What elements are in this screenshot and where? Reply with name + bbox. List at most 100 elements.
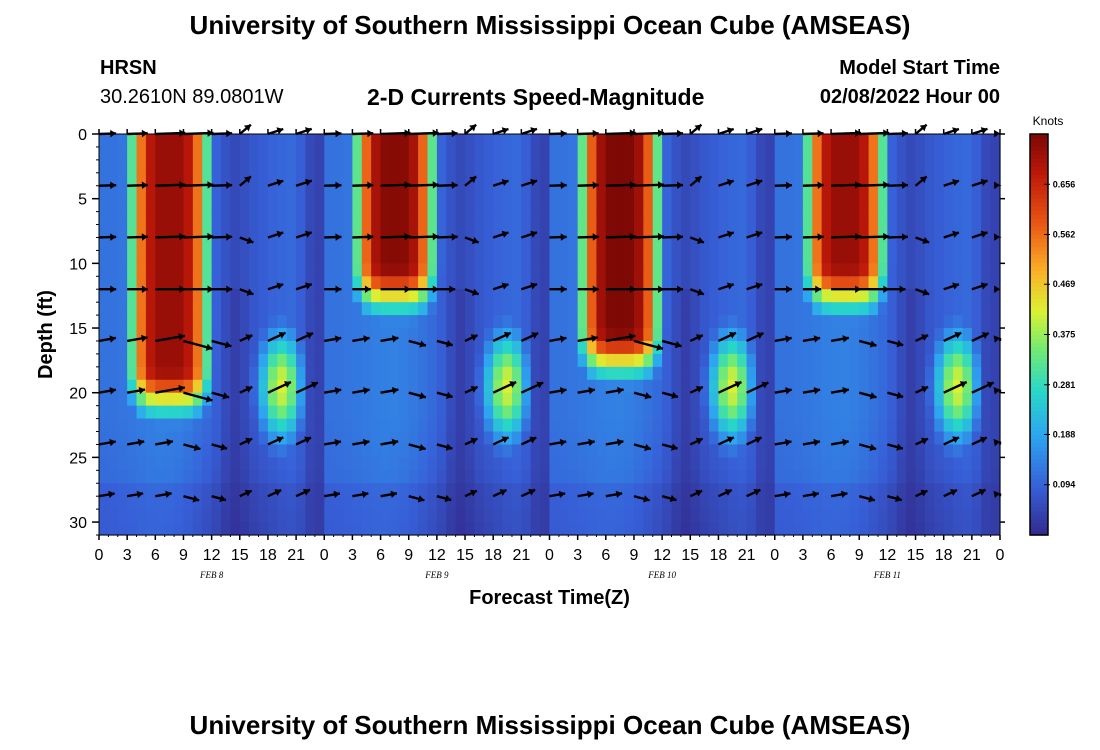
heatmap-cell — [511, 431, 522, 446]
heatmap-cell — [493, 522, 504, 536]
heatmap-cell — [192, 340, 203, 355]
heatmap-cell — [371, 315, 382, 329]
heatmap-cell — [953, 315, 964, 329]
heatmap-cell — [136, 379, 147, 394]
heatmap-cell — [859, 276, 870, 290]
heatmap-cell — [568, 289, 579, 303]
heatmap-cell — [192, 237, 203, 252]
heatmap-cell — [971, 315, 982, 329]
heatmap-cell — [343, 328, 354, 342]
heatmap-cell — [577, 159, 588, 174]
heatmap-cell — [465, 340, 476, 355]
heatmap-cell — [831, 470, 842, 484]
heatmap-cell — [530, 470, 541, 484]
heatmap-cell — [943, 431, 954, 446]
heatmap-cell — [755, 444, 766, 458]
heatmap-cell — [530, 315, 541, 329]
heatmap-cell — [192, 289, 203, 303]
heatmap-cell — [962, 353, 973, 368]
heatmap-cell — [671, 146, 682, 161]
colorbar-swatch — [1030, 414, 1048, 420]
heatmap-cell — [127, 328, 138, 342]
heatmap-cell — [427, 146, 438, 161]
heatmap-cell — [643, 185, 654, 200]
heatmap-cell — [436, 470, 447, 484]
heatmap-cell — [868, 340, 879, 355]
colorbar-swatch — [1030, 278, 1048, 283]
heatmap-cell — [549, 444, 560, 458]
heatmap-cell — [249, 353, 260, 368]
heatmap-cell — [549, 185, 560, 200]
heatmap-cell — [887, 328, 898, 342]
heatmap-cell — [361, 134, 372, 148]
heatmap-cell — [258, 250, 269, 264]
heatmap-cell — [530, 263, 541, 277]
heatmap-cell — [136, 237, 147, 252]
heatmap-cell — [971, 379, 982, 394]
heatmap-cell — [455, 134, 466, 148]
heatmap-cell — [230, 211, 241, 226]
heatmap-cell — [981, 159, 992, 174]
heatmap-cell — [568, 185, 579, 200]
heatmap-cell — [774, 263, 785, 277]
heatmap-cell — [990, 134, 1001, 148]
heatmap-cell — [418, 470, 429, 484]
heatmap-cell — [211, 302, 222, 316]
heatmap-cell — [887, 366, 898, 381]
heatmap-cell — [314, 405, 325, 420]
heatmap-cell — [549, 263, 560, 277]
heatmap-cell — [436, 289, 447, 303]
heatmap-cell — [164, 509, 175, 523]
heatmap-cell — [502, 418, 513, 433]
heatmap-cell — [690, 418, 701, 433]
heatmap-cell — [821, 457, 832, 471]
heatmap-cell — [540, 134, 551, 148]
heatmap-cell — [99, 159, 109, 174]
heatmap-cell — [596, 340, 607, 355]
heatmap-cell — [483, 198, 494, 213]
heatmap-cell — [343, 224, 354, 239]
heatmap-cell — [521, 237, 532, 252]
heatmap-cell — [465, 431, 476, 446]
heatmap-cell — [483, 276, 494, 290]
heatmap-cell — [662, 224, 673, 239]
heatmap-cell — [633, 457, 644, 471]
heatmap-cell — [174, 366, 185, 381]
heatmap-cell — [521, 392, 532, 407]
heatmap-cell — [577, 146, 588, 161]
heatmap-cell — [549, 302, 560, 316]
heatmap-cell — [399, 302, 410, 316]
current-arrow-head — [954, 331, 962, 339]
heatmap-cell — [145, 496, 156, 510]
heatmap-cell — [249, 172, 260, 187]
heatmap-cell — [361, 483, 372, 497]
current-arrow-head — [179, 285, 186, 293]
heatmap-cell — [840, 457, 851, 471]
heatmap-cell — [549, 470, 560, 484]
colorbar-swatch — [1030, 310, 1048, 316]
heatmap-cell — [896, 496, 907, 510]
heatmap-cell — [849, 211, 860, 226]
heatmap-cell — [333, 431, 344, 446]
heatmap-cell — [896, 198, 907, 213]
heatmap-cell — [239, 353, 250, 368]
heatmap-cell — [202, 237, 213, 252]
current-arrow-head — [656, 343, 663, 351]
heatmap-cell — [755, 522, 766, 536]
heatmap-cell — [99, 276, 109, 290]
heatmap-cell — [493, 224, 504, 239]
heatmap-cell — [981, 509, 992, 523]
heatmap-cell — [446, 353, 457, 368]
heatmap-cell — [896, 379, 907, 394]
heatmap-cell — [558, 237, 569, 252]
current-arrow-head — [501, 127, 509, 135]
heatmap-cell — [671, 172, 682, 187]
heatmap-cell — [840, 470, 851, 484]
heatmap-cell — [587, 289, 598, 303]
heatmap-cell — [587, 509, 598, 523]
current-arrow-head — [815, 285, 822, 293]
heatmap-cell — [877, 418, 888, 433]
heatmap-cell — [530, 224, 541, 239]
heatmap-cell — [971, 366, 982, 381]
